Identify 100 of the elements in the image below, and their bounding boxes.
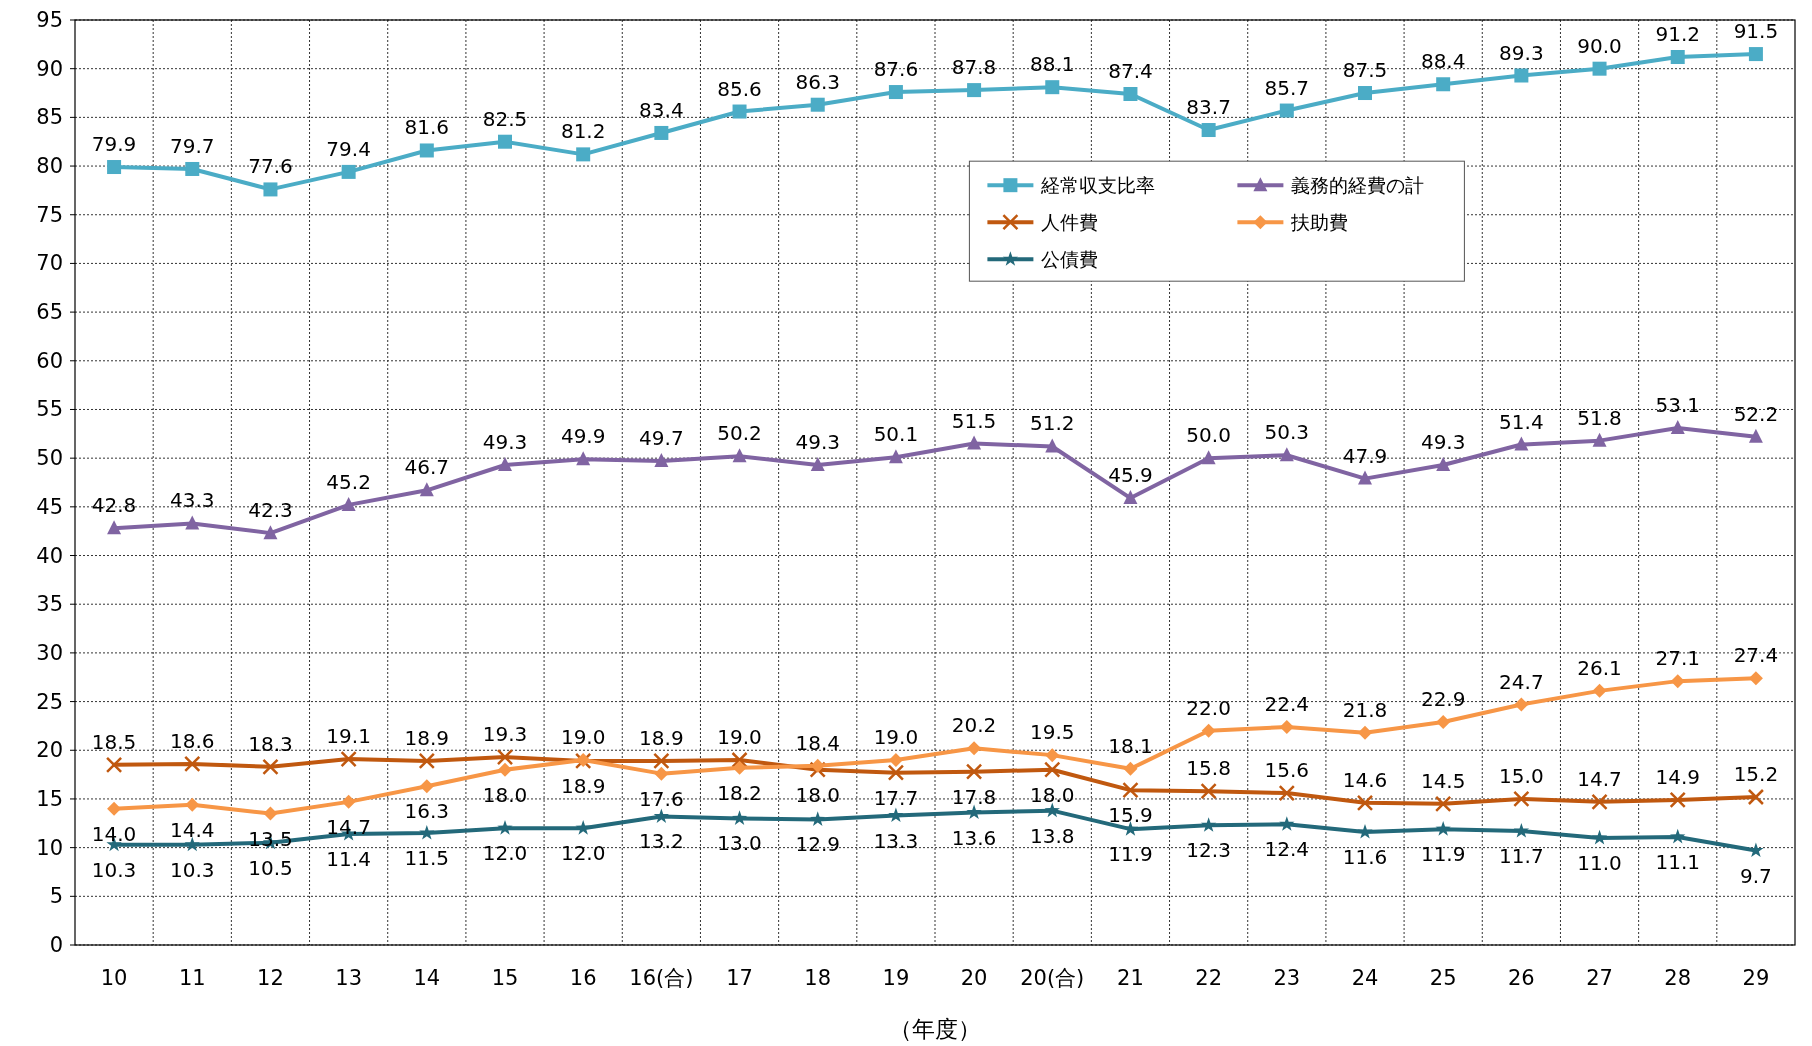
point: [1514, 68, 1529, 83]
point: [1591, 829, 1608, 845]
data-label: 13.3: [873, 828, 919, 853]
data-label: 12.0: [482, 841, 528, 866]
data-label: 22.0: [1186, 695, 1231, 720]
data-label: 18.5: [91, 729, 137, 754]
point: [1592, 432, 1607, 447]
data-label: 13.0: [717, 831, 762, 856]
point: [340, 750, 357, 768]
text: 49.3: [482, 429, 528, 454]
point: [341, 496, 356, 511]
point: [653, 752, 670, 770]
text: 89.3: [1499, 40, 1544, 65]
point: [498, 762, 512, 777]
point: [1278, 784, 1296, 802]
data-label: 22.9: [1420, 687, 1466, 712]
point: [263, 182, 278, 197]
point: [1201, 123, 1216, 138]
text: 49.7: [639, 426, 684, 451]
point: [1123, 490, 1138, 505]
point: [185, 797, 200, 812]
text: 90.0: [1577, 33, 1622, 58]
point: [262, 758, 279, 776]
point: [732, 760, 747, 775]
x-tick-label: 10: [100, 966, 128, 990]
text: 45.2: [326, 469, 371, 494]
text: 45.9: [1108, 463, 1153, 488]
point: [1201, 723, 1216, 738]
data-label: 18.1: [1108, 733, 1153, 758]
data-label: 20.2: [951, 713, 997, 738]
point: [967, 83, 982, 98]
text: 79.4: [326, 136, 371, 161]
point: [732, 448, 747, 463]
point: [1279, 447, 1294, 462]
point: [1513, 823, 1530, 838]
point: [966, 804, 982, 820]
data-label: 18.4: [795, 730, 840, 755]
point: [887, 764, 905, 781]
data-label: 11.0: [1577, 850, 1622, 875]
text: 91.5: [1733, 19, 1779, 44]
point: [967, 435, 982, 450]
point: [1670, 674, 1685, 689]
data-label: 12.9: [795, 832, 840, 857]
text: 51.4: [1499, 409, 1544, 434]
point: [1122, 781, 1139, 799]
data-label: 13.2: [639, 829, 684, 854]
point: [654, 766, 669, 781]
y-tick-label: 10: [36, 835, 63, 860]
point: [810, 456, 825, 471]
text: 82.5: [482, 106, 528, 131]
x-tick-label: 16: [569, 966, 597, 990]
y-tick-label: 55: [36, 397, 63, 422]
data-label: 10.3: [91, 857, 137, 882]
point: [1592, 683, 1607, 698]
point: [419, 143, 434, 158]
y-tick-label: 15: [36, 786, 63, 811]
data-label: 19.3: [482, 722, 528, 747]
data-label: 22.4: [1264, 691, 1310, 716]
y-tick-label: 40: [36, 543, 63, 568]
data-label: 18.0: [795, 782, 840, 807]
data-label: 27.1: [1655, 646, 1700, 671]
x-tick-label: 15: [491, 966, 519, 990]
x-tick-label: 16(合): [629, 966, 694, 990]
text: 53.1: [1655, 392, 1700, 417]
text: 87.6: [873, 57, 919, 82]
data-label: 11.4: [326, 847, 371, 871]
point: [810, 811, 826, 826]
y-tick-label: 5: [49, 884, 63, 909]
text: 49.3: [1420, 429, 1466, 454]
text: 51.8: [1577, 405, 1622, 430]
point: [575, 820, 591, 835]
x-tick-label: 13: [335, 966, 362, 990]
legend-label: 扶助費: [1290, 211, 1349, 234]
point: [888, 449, 903, 464]
point: [184, 755, 201, 773]
point: [185, 515, 200, 530]
text: 42.8: [91, 493, 137, 518]
point: [653, 808, 670, 823]
point: [1436, 77, 1451, 92]
data-label: 14.6: [1342, 767, 1388, 792]
x-tick-label: 22: [1195, 966, 1222, 990]
point: [1670, 419, 1685, 434]
data-label: 10.5: [248, 855, 293, 880]
text: 83.7: [1186, 95, 1231, 120]
y-tick-label: 85: [36, 105, 63, 130]
data-label: 18.3: [248, 731, 293, 756]
x-tick-label: 25: [1429, 966, 1457, 990]
data-label: 11.6: [1342, 845, 1388, 870]
point: [1279, 103, 1294, 118]
data-label: 11.9: [1420, 842, 1466, 867]
text: 49.9: [560, 424, 606, 449]
data-label: 15.9: [1108, 803, 1153, 828]
text: 50.2: [717, 421, 762, 446]
point: [1670, 50, 1685, 64]
y-tick-label: 35: [36, 592, 63, 617]
y-tick-label: 70: [36, 251, 63, 276]
legend-label: 公債費: [1041, 248, 1099, 271]
y-tick-label: 75: [36, 202, 63, 227]
text: 88.1: [1030, 52, 1075, 77]
point: [1669, 791, 1686, 809]
